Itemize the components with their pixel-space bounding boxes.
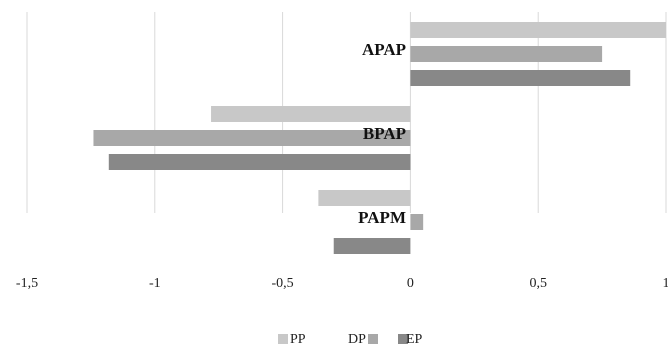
legend-label-pp: PP	[290, 332, 306, 346]
x-tick-label: 0	[407, 276, 414, 291]
category-labels: APAP BPAP PAPM	[358, 40, 406, 227]
bars	[93, 22, 666, 254]
x-tick-label: -1	[149, 276, 161, 291]
category-label-apap: APAP	[362, 40, 406, 59]
bar-apap-pp	[410, 22, 666, 38]
bar-papm-dp	[410, 214, 424, 230]
legend-label-ep: EP	[406, 332, 423, 346]
bar-papm-ep	[333, 238, 411, 254]
bar-bpap-pp	[211, 106, 411, 122]
x-axis-ticks: -1,5 -1 -0,5 0 0,5 1	[16, 276, 668, 291]
x-tick-label: -1,5	[16, 276, 38, 291]
bar-bpap-ep	[108, 154, 411, 170]
legend-swatch-dp	[368, 334, 378, 344]
x-tick-label: 1	[663, 276, 668, 291]
bar-apap-ep	[410, 70, 631, 86]
bar-bpap-dp	[93, 130, 411, 146]
legend-label-dp: DP	[348, 332, 366, 346]
x-tick-label: 0,5	[529, 276, 547, 291]
legend-swatch-pp	[278, 334, 288, 344]
category-label-bpap: BPAP	[363, 124, 406, 143]
bar-papm-pp	[318, 190, 411, 206]
legend-swatch-ep	[398, 334, 408, 344]
x-tick-label: -0,5	[272, 276, 294, 291]
category-label-papm: PAPM	[358, 208, 406, 227]
legend: PP DP EP	[278, 332, 423, 346]
bar-apap-dp	[410, 46, 603, 62]
